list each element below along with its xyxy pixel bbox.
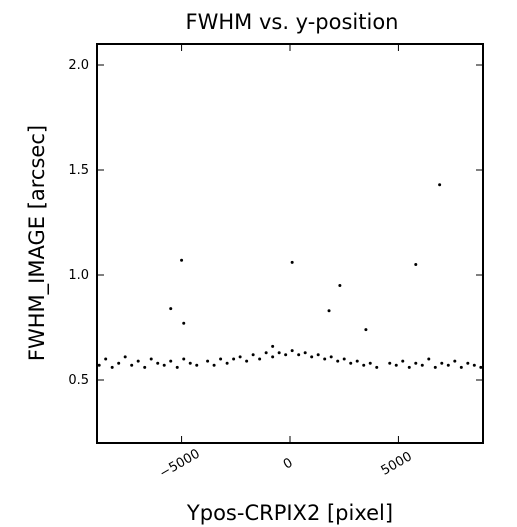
data-point [479,365,483,369]
data-points [97,183,483,369]
data-point [420,363,424,367]
data-point [284,353,288,357]
plot-frame [96,43,484,444]
x-tick-label: 0 [281,455,296,472]
data-point [206,359,210,363]
data-point [271,355,275,359]
data-point [375,365,379,369]
data-point [104,357,108,361]
data-point [97,363,101,367]
y-axis-label: FWHM_IMAGE [arcsec] [25,125,50,361]
data-point [156,361,160,365]
data-point [130,363,134,367]
data-point [149,357,153,361]
y-tick-label: 1.0 [68,268,89,283]
data-point [175,365,179,369]
data-point [472,363,476,367]
data-point [394,363,398,367]
y-tick-label: 1.5 [68,163,89,178]
data-point [349,361,353,365]
data-point [362,363,366,367]
data-point [143,365,147,369]
data-point [245,359,249,363]
data-point [446,363,450,367]
data-point [195,363,199,367]
data-point [364,328,368,332]
x-axis-label: Ypos-CRPIX2 [pixel] [186,501,393,525]
data-point [182,357,186,361]
data-point [271,344,275,348]
data-point [414,263,418,266]
data-point [329,355,333,359]
data-point [180,258,184,262]
data-point [327,309,331,313]
data-point [401,359,405,363]
data-point [438,183,442,187]
data-point [407,365,411,369]
data-point [182,321,186,325]
data-point [466,361,470,365]
data-point [459,365,463,369]
data-point [264,351,268,355]
data-point [219,357,223,361]
x-tick-label: 5000 [379,449,415,479]
data-point [136,359,140,363]
data-point [290,260,294,264]
data-point [251,353,255,357]
data-point [117,361,121,365]
data-point [110,365,114,369]
data-point [368,361,372,365]
data-point [297,353,301,357]
data-point [123,355,127,359]
data-point [342,357,346,361]
data-point [277,351,281,355]
data-point [388,361,392,365]
data-point [162,363,166,367]
data-point [290,349,294,353]
data-point [188,361,192,365]
data-point [453,359,457,363]
data-point [232,357,236,361]
data-point [323,357,327,361]
data-point [440,361,444,365]
x-tick-label: −5000 [157,446,203,481]
data-point [212,363,216,367]
data-point [338,284,342,287]
data-point [316,353,320,357]
data-point [238,355,242,359]
data-point [225,361,229,365]
chart-title: FWHM vs. y-position [186,10,399,34]
data-point [169,307,173,311]
y-tick-label: 0.5 [68,373,89,388]
data-point [169,359,173,363]
axis-ticks: −5000 0 5000 0.5 1.0 1.5 2.0 [68,44,483,481]
data-point [303,351,307,355]
data-point [336,359,340,363]
data-point [310,355,314,359]
y-tick-label: 2.0 [68,58,89,73]
data-point [414,361,418,365]
data-point [355,359,359,363]
data-point [258,357,262,361]
data-point [433,365,437,369]
data-point [427,357,431,361]
